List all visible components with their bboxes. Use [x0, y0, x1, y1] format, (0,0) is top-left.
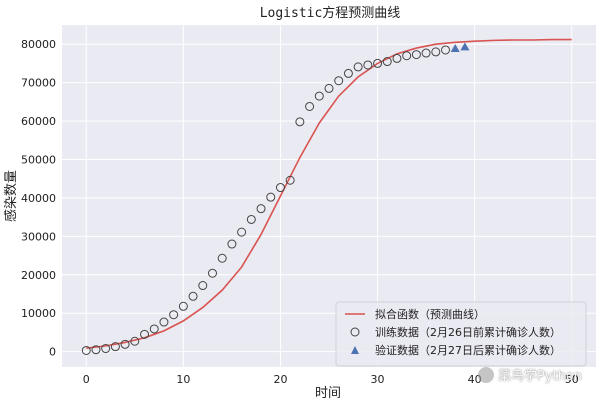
train-data-point	[237, 227, 247, 237]
y-tick-label: 0	[49, 346, 56, 359]
train-data-point	[140, 329, 150, 339]
train-data-point	[431, 47, 441, 57]
train-data-point	[188, 291, 198, 301]
legend-item-validate: 验证数据（2月27日后累计确诊人数）	[351, 343, 561, 357]
train-data-point	[91, 345, 101, 355]
chart-title: Logistic方程预测曲线	[260, 5, 401, 21]
train-data-point	[295, 117, 305, 127]
validation-data-point	[460, 42, 470, 51]
legend-label-fit: 拟合函数（预测曲线）	[375, 307, 485, 321]
legend: 拟合函数（预测曲线） 训练数据（2月26日前累计确诊人数） 验证数据（2月27日…	[335, 301, 587, 367]
train-data-point	[256, 204, 266, 214]
train-data-point	[373, 58, 383, 68]
y-tick-label: 30000	[21, 230, 56, 243]
y-tick-label: 20000	[21, 269, 56, 282]
train-data-point	[421, 48, 431, 58]
train-data-point	[81, 345, 91, 355]
watermark: 菜鸟学Python	[477, 365, 582, 384]
train-data-point	[392, 53, 402, 63]
legend-circle-swatch	[350, 327, 360, 337]
wechat-icon	[477, 366, 494, 383]
y-tick-label: 50000	[21, 153, 56, 166]
train-data-point	[169, 310, 179, 320]
train-data-point	[120, 339, 130, 349]
train-data-point	[198, 281, 208, 291]
train-data-point	[441, 45, 451, 55]
train-data-point	[149, 324, 159, 334]
train-data-point	[159, 317, 169, 327]
train-data-point	[101, 344, 111, 354]
train-data-point	[305, 101, 315, 111]
train-data-point	[130, 336, 140, 346]
train-data-point	[275, 183, 285, 193]
legend-triangle-swatch	[351, 346, 359, 354]
train-data-point	[334, 76, 344, 86]
y-tick-label: 10000	[21, 307, 56, 320]
y-tick-label: 60000	[21, 115, 56, 128]
fit-curve-line	[86, 38, 572, 349]
train-data-point	[324, 83, 334, 93]
train-data-point	[402, 51, 412, 61]
legend-label-validate: 验证数据（2月27日后累计确诊人数）	[375, 343, 561, 357]
legend-label-train: 训练数据（2月26日前累计确诊人数）	[375, 325, 561, 339]
x-tick-label: 0	[83, 373, 90, 386]
y-axis-label: 感染数量	[3, 170, 19, 222]
x-axis-label: 时间	[315, 386, 341, 401]
x-tick-label: 10	[176, 373, 190, 386]
train-data-point	[343, 68, 353, 78]
train-data-point	[411, 50, 421, 60]
train-data-point	[363, 60, 373, 70]
x-tick-label: 30	[371, 373, 385, 386]
watermark-text: 菜鸟学Python	[497, 369, 582, 384]
legend-item-fit: 拟合函数（预测曲线）	[345, 307, 485, 321]
series-layer	[81, 38, 572, 355]
x-tick-label: 20	[273, 373, 287, 386]
y-tick-label: 80000	[21, 38, 56, 51]
legend-item-train: 训练数据（2月26日前累计确诊人数）	[350, 325, 561, 339]
y-tick-label: 40000	[21, 192, 56, 205]
train-data-point	[217, 253, 227, 263]
train-data-point	[285, 175, 295, 185]
train-data-point	[382, 57, 392, 67]
validation-data-point	[450, 43, 460, 52]
train-data-point	[353, 62, 363, 72]
legend-box	[335, 301, 587, 367]
train-data-point	[110, 342, 120, 352]
y-tick-labels: 0 10000 20000 30000 40000 50000 60000 70000 8000…	[21, 38, 56, 358]
train-data-point	[266, 192, 276, 202]
train-data-point	[314, 91, 324, 101]
train-data-point	[207, 268, 217, 278]
train-data-point	[246, 214, 256, 224]
gridlines	[62, 25, 596, 367]
x-tick-label: 50	[565, 373, 579, 386]
train-data-point	[227, 239, 237, 249]
y-tick-label: 70000	[21, 77, 56, 90]
train-data-point	[178, 301, 188, 311]
